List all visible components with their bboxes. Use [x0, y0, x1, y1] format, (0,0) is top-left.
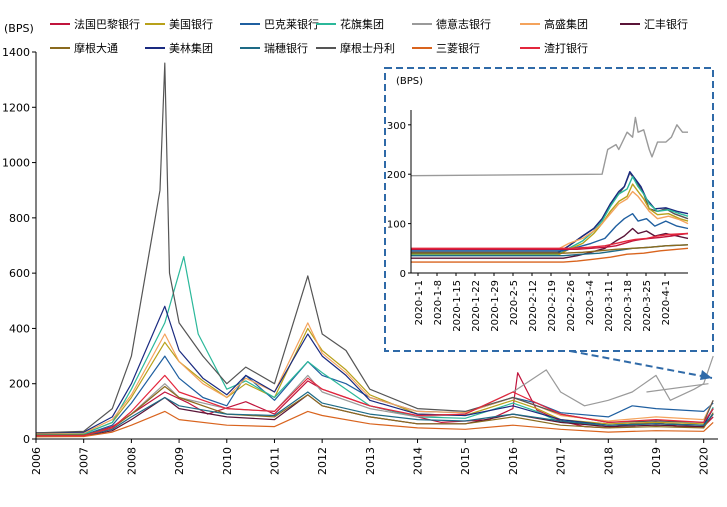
inset-y-tick-label: 300 [387, 121, 406, 132]
inset-series-line-12 [411, 247, 689, 263]
inset-x-tick-label: 2020-2-19 [547, 280, 558, 332]
inset-x-tick-label: 2020-1-22 [471, 280, 482, 332]
y-tick-label: 0 [23, 433, 30, 446]
inset-x-tick-label: 2020-2-12 [528, 280, 539, 332]
legend-label: 巴克莱银行 [264, 17, 319, 31]
x-tick-label: 2012 [316, 447, 329, 475]
inset-series-line-5 [411, 190, 689, 251]
y-tick-label: 1200 [2, 101, 30, 114]
inset-x-tick-label: 2020-4-1 [661, 280, 672, 325]
x-tick-label: 2016 [507, 447, 520, 475]
inset-series-line-3 [411, 175, 689, 255]
legend-label: 美国银行 [169, 17, 213, 31]
inset-series-line-8 [411, 232, 689, 251]
x-tick-label: 2013 [364, 447, 377, 475]
series-line-7 [35, 385, 714, 436]
x-tick-label: 2015 [459, 447, 472, 475]
inset-x-tick-label: 2020-1-8 [433, 280, 444, 325]
y-tick-label: 200 [9, 378, 30, 391]
series-line-8 [35, 305, 714, 434]
inset-x-axis-ticks: 2020-1-1 2020-1-8 2020-1-15 2020-1-22 2020-1… [414, 273, 672, 332]
inset-x-tick-label: 2020-3-4 [585, 280, 596, 325]
x-tick-label: 2020 [698, 447, 711, 475]
inset-series-line-9 [411, 232, 689, 250]
x-tick-label: 2006 [30, 447, 43, 475]
legend-label: 美林集团 [169, 41, 213, 55]
y-tick-label: 800 [9, 212, 30, 225]
series-line-2 [35, 355, 714, 436]
x-tick-label: 2011 [268, 447, 281, 475]
x-tick-label: 2008 [125, 447, 138, 475]
annotation-line [646, 383, 709, 393]
x-tick-label: 2018 [602, 447, 615, 475]
inset-y-tick-label: 0 [400, 269, 406, 280]
y-tick-label: 600 [9, 267, 30, 280]
inset-x-tick-label: 2020-1-15 [452, 280, 463, 332]
x-tick-label: 2009 [173, 447, 186, 475]
legend-label: 摩根士丹利 [340, 41, 395, 55]
legend-label: 汇丰银行 [644, 17, 688, 31]
x-tick-label: 2019 [650, 447, 663, 475]
zoom-connector-line [569, 350, 713, 379]
x-tick-label: 2010 [221, 447, 234, 475]
inset-series-line-6 [411, 212, 689, 252]
legend-label: 摩根大通 [74, 41, 118, 55]
series-line-11 [35, 410, 714, 438]
main-series-lines [35, 62, 714, 438]
inset-x-tick-label: 2020-1-1 [414, 280, 425, 325]
series-line-12 [36, 374, 714, 437]
y-tick-label: 400 [9, 322, 30, 335]
x-tick-label: 2014 [412, 447, 425, 475]
inset-y-tick-label: 200 [387, 170, 406, 181]
legend-label: 瑞穗银行 [264, 41, 308, 55]
x-tick-label: 2017 [555, 447, 568, 475]
inset-x-tick-label: 2020-3-11 [604, 280, 615, 332]
inset-y-axis-label: (BPS) [396, 76, 423, 87]
legend-label: 高盛集团 [544, 17, 588, 31]
legend-label: 三菱银行 [436, 41, 480, 55]
legend-label: 花旗集团 [340, 17, 384, 31]
inset-series-line-2 [411, 170, 689, 254]
inset-x-tick-label: 2020-3-18 [623, 280, 634, 332]
y-axis-ticks: 0 200 400 600 800 1000 1200 1400 [2, 46, 36, 446]
inset-x-tick-label: 2020-3-25 [642, 280, 653, 332]
legend-label: 德意志银行 [436, 17, 491, 31]
inset-y-tick-label: 100 [387, 220, 406, 231]
series-line-4 [36, 355, 714, 437]
series-line-9 [36, 391, 714, 437]
inset-x-tick-label: 2020-2-5 [509, 280, 520, 325]
inset-series-line-11 [411, 244, 689, 254]
inset-series-line-4 [411, 183, 689, 256]
inset-x-tick-label: 2020-2-26 [566, 280, 577, 332]
inset-series-line-0 [410, 116, 688, 177]
zoom-connector-arrowhead [700, 370, 712, 380]
legend-label: 法国巴黎银行 [74, 17, 140, 31]
inset-frame [384, 67, 714, 352]
x-tick-label: 2007 [78, 447, 91, 475]
legend-label: 渣打银行 [544, 41, 588, 55]
x-axis-ticks: 2006 2007 2008 2009 2010 2011 2012 2013 2014 2015… [30, 439, 711, 475]
inset-series-lines [410, 116, 689, 263]
y-axis-label: (BPS) [4, 22, 34, 35]
y-tick-label: 1000 [2, 157, 30, 170]
inset-x-tick-label: 2020-1-29 [490, 280, 501, 332]
y-tick-label: 1400 [2, 46, 30, 59]
